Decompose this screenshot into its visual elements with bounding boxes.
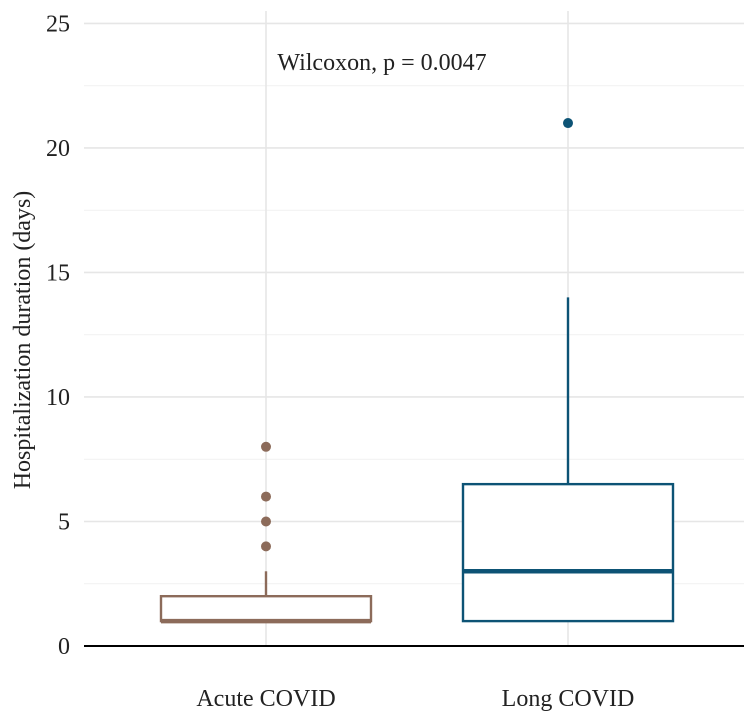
y-axis-title: Hospitalization duration (days) [10, 191, 36, 490]
y-tick-label: 5 [58, 509, 70, 535]
box-group [159, 441, 373, 624]
y-tick-label: 10 [46, 385, 70, 411]
x-axis-ticks: Acute COVID Long COVID [196, 686, 634, 712]
box [159, 594, 373, 623]
x-tick-label: Acute COVID [196, 686, 335, 712]
box [461, 482, 675, 623]
outlier-point [261, 491, 271, 502]
outlier-point [261, 441, 271, 452]
y-tick-label: 0 [58, 634, 70, 660]
test-annotation: Wilcoxon, p = 0.0047 [277, 50, 486, 76]
y-tick-label: 25 [46, 11, 70, 37]
boxes [159, 118, 675, 624]
x-tick-label: Long COVID [502, 686, 635, 712]
y-tick-label: 20 [46, 136, 70, 162]
outlier-point [261, 541, 271, 552]
y-tick-label: 15 [46, 260, 70, 286]
y-axis-ticks: 0 5 10 15 20 25 [46, 11, 70, 660]
box-group [461, 118, 675, 623]
outlier-point [261, 516, 271, 527]
outlier-point [563, 118, 573, 129]
